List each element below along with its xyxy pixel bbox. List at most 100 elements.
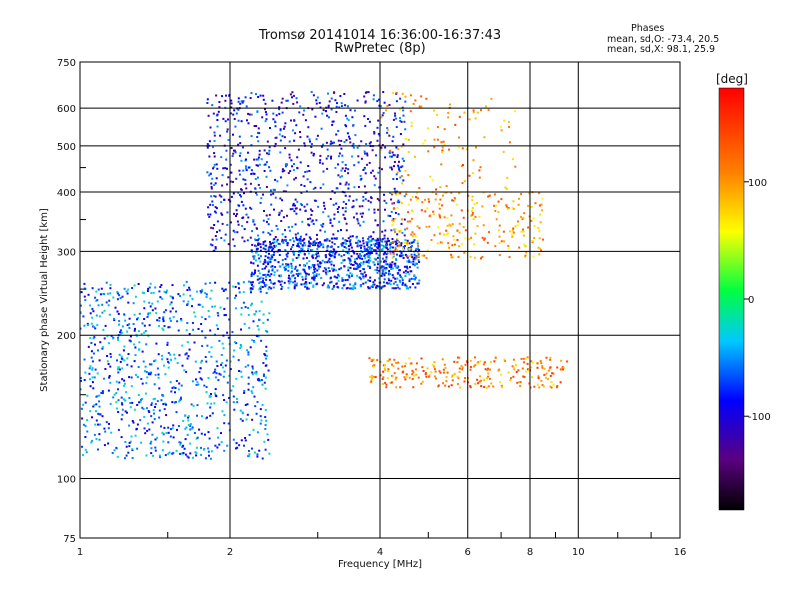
data-point — [213, 134, 216, 137]
data-point — [329, 276, 332, 279]
data-point — [143, 331, 146, 334]
data-point — [247, 280, 250, 283]
data-point — [431, 363, 434, 366]
data-point — [317, 265, 320, 268]
data-point — [273, 238, 276, 241]
data-point — [279, 197, 282, 200]
data-point — [247, 151, 249, 154]
data-point — [313, 240, 316, 243]
data-point — [86, 430, 89, 433]
data-point — [104, 368, 107, 370]
data-point — [333, 191, 336, 194]
data-point — [216, 327, 219, 330]
data-point — [362, 169, 365, 171]
data-point — [393, 372, 396, 375]
data-point — [376, 284, 379, 287]
data-point — [297, 242, 299, 245]
data-point — [258, 310, 261, 313]
data-point — [392, 92, 394, 95]
data-point — [256, 453, 259, 456]
data-point — [386, 263, 389, 266]
data-point — [222, 290, 225, 292]
data-point — [283, 136, 286, 139]
data-point — [265, 350, 268, 353]
data-point — [224, 314, 227, 316]
data-point — [235, 177, 238, 180]
data-point — [89, 378, 91, 381]
data-point — [361, 215, 363, 218]
data-point — [222, 366, 224, 369]
data-point — [266, 318, 269, 321]
data-point — [391, 261, 394, 264]
data-point — [266, 140, 269, 143]
data-point — [351, 235, 354, 238]
data-point — [319, 106, 322, 109]
data-point — [220, 432, 222, 435]
data-point — [433, 375, 436, 378]
data-point — [280, 288, 283, 290]
data-point — [402, 254, 405, 257]
data-point — [350, 246, 353, 249]
data-point — [207, 213, 210, 216]
data-point — [189, 442, 192, 445]
data-point — [345, 139, 348, 142]
data-point — [412, 263, 415, 266]
data-point — [267, 263, 270, 266]
data-point — [223, 307, 226, 310]
data-point — [115, 392, 118, 395]
data-point — [186, 303, 189, 306]
data-point — [333, 237, 336, 240]
data-point — [93, 376, 96, 379]
data-point — [265, 275, 268, 278]
data-point — [237, 223, 240, 226]
data-point — [416, 266, 419, 269]
data-point — [344, 183, 347, 186]
data-point — [110, 334, 113, 337]
data-point — [321, 225, 324, 228]
data-point — [284, 147, 287, 150]
data-point — [391, 140, 394, 143]
data-point — [404, 283, 407, 286]
data-point — [443, 216, 446, 219]
data-point — [237, 359, 240, 362]
data-point — [483, 238, 486, 241]
data-point — [411, 231, 414, 234]
data-point — [372, 94, 375, 97]
data-point — [266, 354, 269, 357]
data-point — [162, 317, 165, 320]
data-point — [319, 154, 322, 157]
data-point — [370, 171, 373, 174]
data-point — [101, 347, 104, 350]
data-point — [370, 285, 373, 288]
data-point — [359, 285, 362, 288]
data-point — [225, 94, 227, 97]
data-point — [158, 409, 161, 412]
data-point — [191, 322, 194, 324]
data-point — [315, 274, 318, 277]
data-point — [222, 375, 225, 378]
data-point — [305, 256, 308, 259]
data-point — [438, 214, 441, 217]
data-point — [92, 352, 95, 355]
data-point — [243, 240, 246, 243]
data-point — [411, 256, 414, 259]
data-point — [497, 211, 500, 214]
data-point — [268, 452, 271, 455]
data-point — [154, 307, 157, 310]
data-point — [359, 212, 362, 215]
data-point — [370, 378, 373, 381]
x-tick-label: 10 — [572, 547, 585, 558]
data-point — [130, 376, 133, 379]
data-point — [383, 199, 386, 202]
data-point — [367, 286, 370, 289]
data-point — [498, 235, 501, 238]
data-point — [113, 449, 116, 452]
data-point — [452, 256, 455, 259]
data-point — [171, 401, 174, 404]
data-point — [272, 118, 275, 121]
x-tick-label: 1 — [77, 547, 83, 558]
data-point — [523, 243, 526, 246]
data-point — [539, 247, 541, 250]
data-point — [222, 394, 225, 397]
